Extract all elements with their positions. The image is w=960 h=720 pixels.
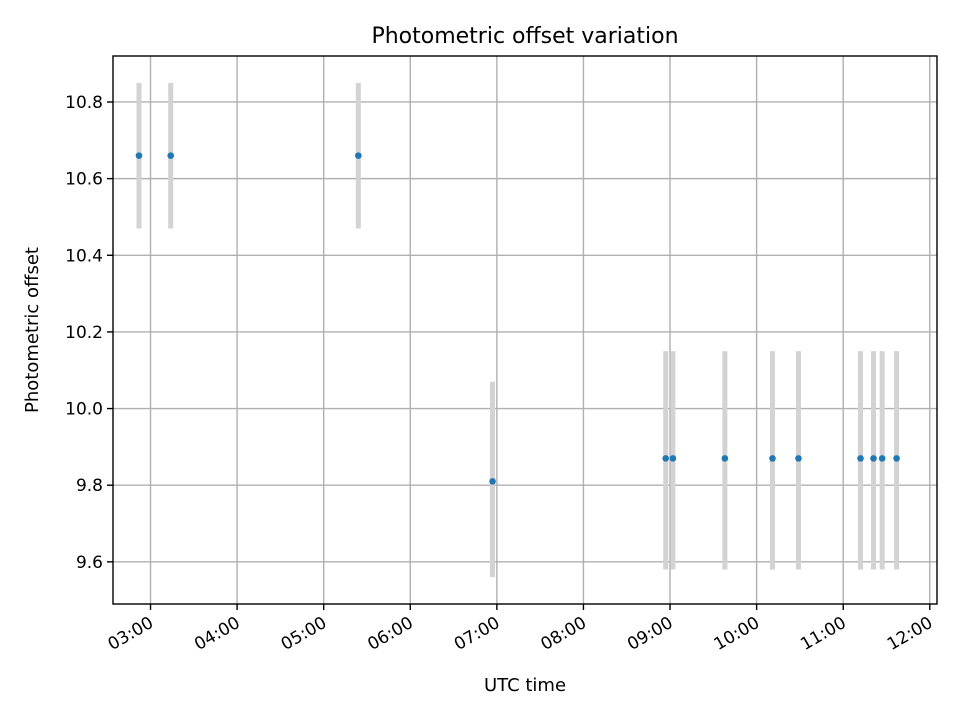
y-tick-label: 9.6	[76, 553, 103, 573]
x-tick-label: 03:00	[105, 613, 157, 655]
error-bars	[136, 82, 900, 578]
x-axis-label: UTC time	[484, 675, 566, 696]
x-tick-label: 08:00	[538, 613, 590, 655]
data-point	[893, 455, 900, 462]
data-point	[795, 455, 802, 462]
x-tick-label: 12:00	[884, 613, 936, 655]
y-tick-label: 10.0	[65, 400, 103, 420]
chart-title: Photometric offset variation	[371, 24, 678, 49]
data-point	[355, 152, 362, 159]
y-tick-label: 10.2	[65, 323, 103, 343]
x-tick-label: 06:00	[364, 613, 416, 655]
plot-frame	[112, 55, 938, 605]
x-tick-label: 05:00	[278, 613, 330, 655]
y-axis-label: Photometric offset	[22, 247, 43, 413]
x-tick-label: 10:00	[711, 613, 763, 655]
data-point	[167, 152, 175, 159]
y-tick-label: 10.6	[65, 170, 103, 190]
data-point	[721, 455, 729, 462]
grid	[113, 56, 937, 604]
y-axis-ticks: 9.6 9.8 10.0 10.2 10.4 10.6 10.8	[65, 93, 113, 573]
x-tick-label: 11:00	[797, 613, 849, 655]
data-points	[135, 152, 900, 485]
x-tick-label: 09:00	[624, 613, 676, 655]
y-tick-label: 10.8	[65, 93, 103, 113]
data-point	[857, 455, 864, 462]
x-tick-label: 04:00	[191, 613, 243, 655]
data-point	[489, 478, 496, 485]
x-tick-label: 07:00	[451, 613, 503, 655]
data-point	[662, 455, 670, 462]
x-axis-ticks: 03:00 04:00 05:00 06:00 07:00 08:00 09:00 10:00…	[105, 604, 936, 655]
data-point	[669, 455, 677, 462]
data-point	[769, 455, 776, 462]
y-tick-label: 10.4	[65, 246, 103, 266]
data-point	[135, 152, 143, 159]
y-tick-label: 9.8	[76, 476, 103, 496]
data-point	[870, 455, 877, 462]
data-point	[878, 455, 886, 462]
